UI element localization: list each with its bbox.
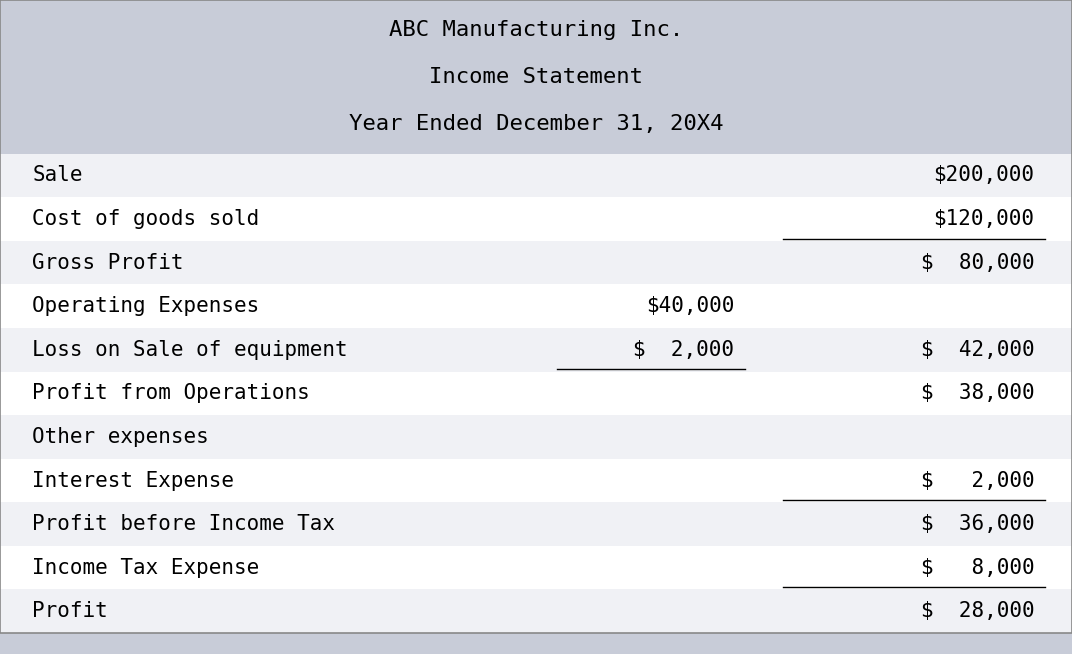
Bar (0, 502, 1072, 546)
Bar (0, 241, 1072, 284)
Text: Year Ended December 31, 20X4: Year Ended December 31, 20X4 (348, 114, 724, 134)
Bar (0, 198, 1072, 241)
Bar (0, 415, 1072, 458)
Bar (0, 633, 1072, 654)
Bar (0, 589, 1072, 633)
Text: Interest Expense: Interest Expense (32, 470, 234, 490)
Text: Operating Expenses: Operating Expenses (32, 296, 259, 317)
Text: $  80,000: $ 80,000 (921, 252, 1034, 273)
Bar (0, 0, 1072, 154)
Text: $  38,000: $ 38,000 (921, 383, 1034, 404)
Text: $120,000: $120,000 (934, 209, 1034, 229)
Text: $  2,000: $ 2,000 (634, 340, 734, 360)
Text: $  42,000: $ 42,000 (921, 340, 1034, 360)
Text: Profit before Income Tax: Profit before Income Tax (32, 514, 336, 534)
Bar (0, 371, 1072, 415)
Text: Profit from Operations: Profit from Operations (32, 383, 310, 404)
Text: $  36,000: $ 36,000 (921, 514, 1034, 534)
Text: $   8,000: $ 8,000 (921, 558, 1034, 577)
Text: $  28,000: $ 28,000 (921, 601, 1034, 621)
Text: $   2,000: $ 2,000 (921, 470, 1034, 490)
Text: Sale: Sale (32, 165, 83, 186)
Text: Income Statement: Income Statement (429, 67, 643, 87)
Bar (0, 154, 1072, 198)
Bar (0, 328, 1072, 371)
Text: Gross Profit: Gross Profit (32, 252, 183, 273)
Bar (0, 546, 1072, 589)
Text: Cost of goods sold: Cost of goods sold (32, 209, 259, 229)
Text: Other expenses: Other expenses (32, 427, 209, 447)
Bar (0, 284, 1072, 328)
Text: Loss on Sale of equipment: Loss on Sale of equipment (32, 340, 347, 360)
Text: Profit: Profit (32, 601, 108, 621)
Text: Income Tax Expense: Income Tax Expense (32, 558, 259, 577)
Bar (0, 458, 1072, 502)
Text: $200,000: $200,000 (934, 165, 1034, 186)
Text: $40,000: $40,000 (646, 296, 734, 317)
Text: ABC Manufacturing Inc.: ABC Manufacturing Inc. (389, 20, 683, 40)
